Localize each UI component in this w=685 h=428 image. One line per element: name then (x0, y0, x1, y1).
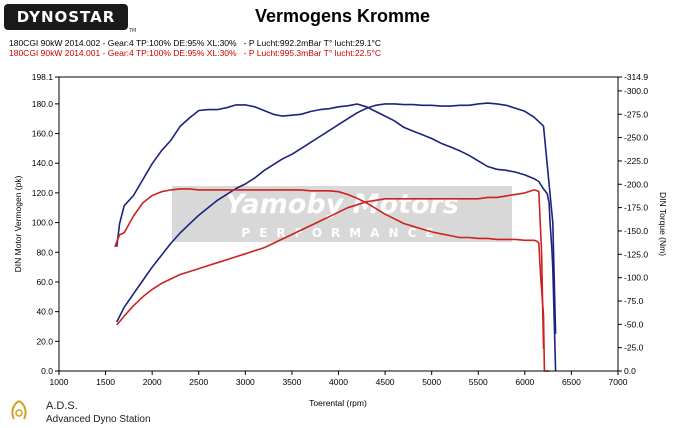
y-left-tick-label: 60.0 (36, 277, 53, 287)
y-right-tick-label: -75.0 (624, 296, 644, 306)
x-tick-label: 6500 (562, 377, 581, 387)
y-right-tick-label: -100.0 (624, 273, 648, 283)
series-run2014-001-power (116, 189, 545, 349)
y-left-tick-label: 20.0 (36, 336, 53, 346)
y-right-tick-label: -150.0 (624, 226, 648, 236)
y-right-tick-label: -225.0 (624, 156, 648, 166)
y-right-tick-label: -25.0 (624, 343, 644, 353)
y-axis-left-label: DIN Motor Vermogen (pk) (13, 175, 23, 272)
watermark: Yamoby Motors PERFORMANCE (172, 186, 512, 242)
y-right-tick-label: -200.0 (624, 179, 648, 189)
x-tick-label: 3000 (236, 377, 255, 387)
y-right-tick-label: -50.0 (624, 319, 644, 329)
watermark-line2: PERFORMANCE (241, 226, 442, 240)
y-left-tick-label: 140.0 (32, 158, 54, 168)
logo-trademark: TM (129, 28, 137, 34)
y-right-tick-label: -125.0 (624, 249, 648, 259)
ads-logo-icon (11, 400, 27, 420)
y-left-tick-label: 180.0 (32, 99, 54, 109)
logo-text: DYNOSTAR (16, 8, 116, 26)
x-tick-label: 7000 (609, 377, 628, 387)
y-right-tick-label: -314.9 (624, 72, 648, 82)
y-left-tick-label: 0.0 (41, 366, 53, 376)
series-layer (114, 102, 557, 372)
footer-title: A.D.S. (46, 400, 78, 412)
x-tick-label: 5500 (469, 377, 488, 387)
watermark-line1: Yamoby Motors (225, 189, 459, 220)
x-tick-label: 2500 (189, 377, 208, 387)
x-tick-label: 4500 (376, 377, 395, 387)
series-run2014-001-torque (114, 188, 550, 372)
y-axis-right-label: DIN Torque (Nm) (658, 192, 668, 256)
run-legend-2: 180CGI 90kW 2014.001 - Gear:4 TP:100% DE… (9, 48, 382, 58)
y-right-tick-label: -275.0 (624, 109, 648, 119)
y-left-tick-label: 160.0 (32, 129, 54, 139)
y-right-tick-label: -300.0 (624, 86, 648, 96)
x-tick-label: 1000 (50, 377, 69, 387)
y-left-tick-label: 40.0 (36, 307, 53, 317)
y-left-tick-label: 100.0 (32, 218, 54, 228)
x-tick-label: 1500 (96, 377, 115, 387)
x-tick-label: 4000 (329, 377, 348, 387)
x-tick-label: 2000 (143, 377, 162, 387)
y-right-tick-label: -250.0 (624, 133, 648, 143)
x-tick-label: 5000 (422, 377, 441, 387)
series-run2014-002-power (116, 102, 557, 334)
footer-subtitle: Advanced Dyno Station (46, 414, 151, 425)
y-left-tick-label: 198.1 (32, 72, 54, 82)
x-axis-label: Toerental (rpm) (309, 398, 367, 408)
y-right-tick-label: 0.0 (624, 366, 636, 376)
y-left-tick-label: 120.0 (32, 188, 54, 198)
x-tick-label: 6000 (515, 377, 534, 387)
run-legend-1: 180CGI 90kW 2014.002 - Gear:4 TP:100% DE… (9, 38, 382, 48)
chart-title: Vermogens Kromme (254, 6, 431, 26)
series-run2014-002-torque (116, 103, 557, 372)
ticks-layer: 1000 1500 2000 2500 3000 3500 4000 4500 5000 5500… (32, 72, 649, 387)
y-left-tick-label: 80.0 (36, 247, 53, 257)
dynostar-logo: DYNOSTAR (4, 4, 128, 30)
x-tick-label: 3500 (282, 377, 301, 387)
watermark-band (172, 186, 512, 242)
y-right-tick-label: -175.0 (624, 203, 648, 213)
